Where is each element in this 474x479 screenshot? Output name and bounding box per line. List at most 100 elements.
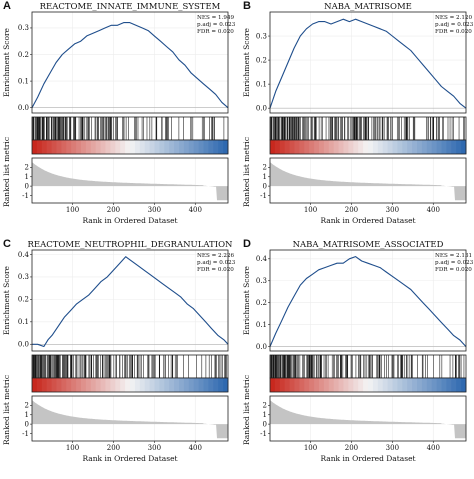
rank-heat-cell	[378, 140, 383, 154]
rank-heat-cell	[329, 378, 334, 392]
rank-heat-cell	[451, 378, 456, 392]
xtick-label: 200	[107, 444, 120, 452]
rank-heat-cell	[120, 378, 125, 392]
metric-ytick-label: 1	[25, 173, 29, 181]
rank-heat-cell	[304, 140, 309, 154]
rank-heat-cell	[412, 140, 417, 154]
metric-ytick-label: -1	[260, 430, 267, 438]
metric-ytick-label: 2	[263, 402, 267, 410]
rank-heat-cell	[368, 140, 373, 154]
rank-heat-cell	[348, 378, 353, 392]
rank-heat-cell	[432, 378, 437, 392]
stat-line: p.adj = 0.023	[435, 260, 474, 266]
rank-heat-cell	[179, 378, 184, 392]
rank-heat-cell	[334, 140, 339, 154]
rank-heat-cell	[324, 140, 329, 154]
rank-heat-cell	[32, 378, 37, 392]
rank-heat-cell	[135, 378, 140, 392]
metric-ylabel: Ranked list metric	[242, 375, 251, 445]
rank-heat-cell	[309, 140, 314, 154]
rank-heat-cell	[319, 378, 324, 392]
es-ylabel: Enrichment Score	[242, 27, 251, 97]
es-ytick-label: 0.2	[256, 56, 267, 64]
rank-heat-cell	[407, 378, 412, 392]
metric-ytick-label: 0	[263, 182, 267, 190]
rank-heat-cell	[388, 140, 393, 154]
rank-heat-cell	[437, 140, 442, 154]
rank-heat-cell	[208, 140, 213, 154]
panel-title: REACTOME_INNATE_IMMUNE_SYSTEM	[40, 2, 221, 12]
xtick-label: 100	[66, 206, 79, 214]
es-ytick-label: 0.0	[18, 104, 29, 112]
rank-heat-cell	[71, 378, 76, 392]
rank-heat-cell	[309, 378, 314, 392]
panel-label: D	[243, 238, 251, 250]
xtick-label: 300	[386, 444, 399, 452]
rank-heat-cell	[427, 378, 432, 392]
metric-ytick-label: 1	[263, 411, 267, 419]
rank-heat-cell	[164, 378, 169, 392]
metric-ytick-label: 1	[25, 411, 29, 419]
rank-heat-cell	[47, 378, 52, 392]
rank-heat-cell	[125, 140, 130, 154]
rank-heat-cell	[115, 140, 120, 154]
rank-heat-cell	[110, 378, 115, 392]
xtick-label: 400	[427, 444, 440, 452]
rank-heat-cell	[66, 140, 71, 154]
rank-heat-cell	[295, 140, 300, 154]
xtick-label: 400	[189, 206, 202, 214]
es-ytick-label: 0.1	[256, 321, 267, 329]
metric-ytick-label: 0	[263, 420, 267, 428]
xtick-label: 300	[148, 206, 161, 214]
rank-heat-cell	[344, 140, 349, 154]
stat-line: FDR = 0.020	[197, 29, 234, 35]
metric-ytick-label: 2	[25, 164, 29, 172]
rank-heat-cell	[373, 378, 378, 392]
es-ytick-label: 0.3	[18, 24, 29, 32]
rank-heat-cell	[164, 140, 169, 154]
rank-heat-cell	[145, 140, 150, 154]
rank-heat-cell	[280, 378, 285, 392]
rank-heat-cell	[329, 140, 334, 154]
stat-line: p.adj = 0.023	[435, 22, 474, 28]
rank-heat-cell	[32, 140, 37, 154]
rank-heat-cell	[194, 140, 199, 154]
xtick-label: 200	[345, 206, 358, 214]
rank-heat-cell	[169, 378, 174, 392]
rank-heat-cell	[81, 140, 86, 154]
es-ytick-label: 0.0	[256, 343, 267, 351]
rank-heat-cell	[290, 140, 295, 154]
rank-heat-cell	[378, 378, 383, 392]
rank-heat-cell	[422, 378, 427, 392]
metric-ytick-label: -1	[260, 192, 267, 200]
es-ytick-label: 0.3	[256, 277, 267, 285]
rank-heat-cell	[368, 378, 373, 392]
rank-heat-cell	[348, 140, 353, 154]
es-ytick-label: 0.1	[18, 318, 29, 326]
rank-heat-cell	[280, 140, 285, 154]
rank-heat-cell	[57, 378, 62, 392]
rank-heat-cell	[179, 140, 184, 154]
stat-line: NES = 2.226	[197, 253, 235, 259]
rank-heat-cell	[52, 378, 57, 392]
stat-line: NES = 2.120	[435, 15, 473, 21]
rank-heat-cell	[66, 378, 71, 392]
rank-heat-cell	[218, 140, 223, 154]
rank-heat-cell	[125, 378, 130, 392]
stat-line: FDR = 0.020	[197, 267, 234, 273]
es-ytick-label: 0.1	[18, 77, 29, 85]
rank-heat-cell	[159, 140, 164, 154]
rank-heat-cell	[446, 140, 451, 154]
rank-heat-cell	[270, 140, 275, 154]
rank-heat-cell	[339, 140, 344, 154]
rank-heat-cell	[275, 378, 280, 392]
rank-heat-cell	[174, 378, 179, 392]
xtick-label: 200	[107, 206, 120, 214]
rank-heat-cell	[383, 378, 388, 392]
rank-heat-cell	[344, 378, 349, 392]
stat-line: p.adj = 0.023	[197, 22, 236, 28]
stat-line: NES = 2.131	[435, 253, 472, 259]
rank-heat-cell	[299, 140, 304, 154]
es-ytick-label: 0.3	[18, 273, 29, 281]
